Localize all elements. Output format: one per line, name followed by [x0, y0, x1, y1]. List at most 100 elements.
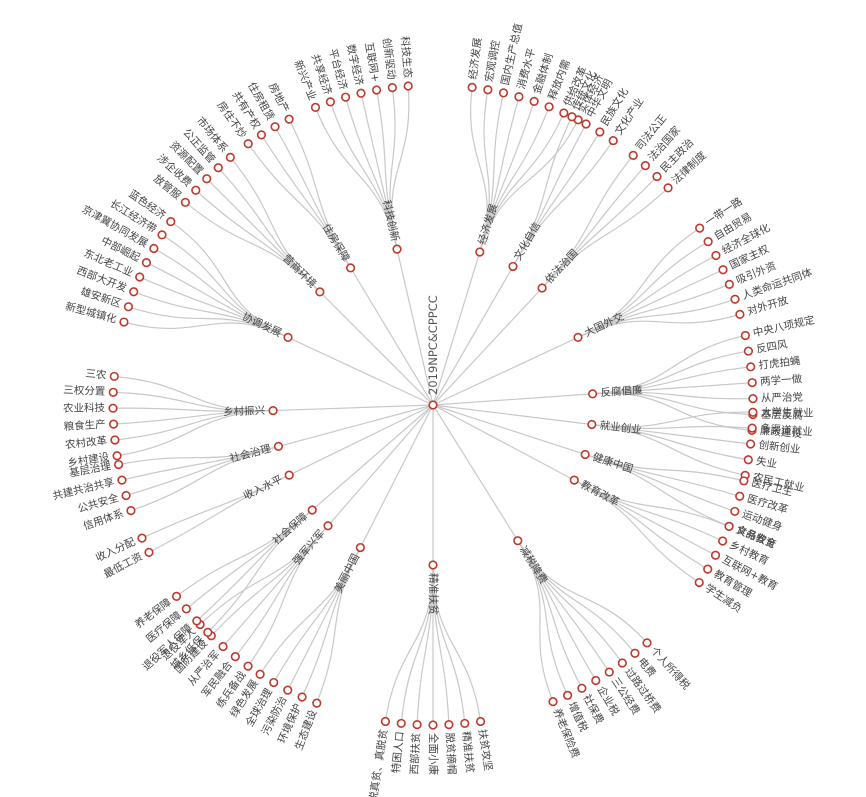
leaf-node-dot — [746, 439, 756, 449]
leaf-node-label: 精准扶贫 — [460, 731, 477, 775]
branch-link — [432, 266, 514, 406]
leaf-node-dot — [270, 122, 280, 132]
category-node-label: 收入水平 — [241, 472, 284, 502]
leaf-node-dot — [695, 223, 705, 233]
leaf-node: 创新驱动 — [380, 37, 398, 93]
leaf-node-dot — [498, 88, 509, 98]
leaf-node-dot — [269, 677, 279, 688]
tree-links — [113, 85, 753, 725]
leaf-link — [199, 525, 329, 625]
leaf-node-dot — [192, 616, 202, 626]
leaf-link — [577, 313, 741, 338]
leaf-node-label: 特困人口 — [390, 731, 406, 774]
leaf-node-dot — [255, 669, 265, 679]
leaf-node-dot — [110, 435, 120, 445]
leaf-node-label: 宏观调控 — [482, 39, 502, 83]
leaf-node-dot — [740, 330, 750, 341]
leaf-node-label: 从严治党 — [761, 391, 804, 405]
branch-link — [396, 248, 434, 406]
category-node-dot — [307, 505, 317, 515]
category-node: 经济发展 — [475, 202, 500, 257]
leaf-node-label: 创新创业 — [758, 438, 801, 456]
leaf-node: 中央八项规定 — [740, 313, 817, 341]
category-node-label: 强军兴军 — [291, 528, 328, 568]
leaf-node-dot — [112, 451, 122, 461]
leaf-node-label: 两学一做 — [760, 372, 803, 388]
leaf-node: 科技生态 — [398, 36, 415, 91]
leaf-node-dot — [663, 183, 673, 193]
leaf-node-label: 农业科技 — [63, 401, 106, 414]
category-node-label: 住房保障 — [320, 221, 353, 264]
branch-link — [432, 287, 543, 406]
category-node-label: 社会保障 — [270, 510, 311, 548]
leaf-node-dot — [113, 459, 124, 470]
category-node: 精准扶贫 — [427, 560, 440, 615]
leaf-node-label: 农村改革 — [64, 434, 107, 452]
leaf-node-dot — [563, 690, 573, 700]
category-node-dot — [323, 521, 333, 531]
leaf-node-dot — [444, 720, 454, 730]
leaf-node-dot — [595, 127, 605, 137]
leaf-link — [141, 474, 290, 539]
leaf-node-dot — [312, 698, 322, 708]
leaf-node-dot — [297, 692, 307, 702]
category-node-dot — [355, 542, 365, 553]
leaf-node-dot — [735, 309, 745, 319]
leaf-node-dot — [108, 419, 119, 429]
category-node: 科技创新 — [380, 199, 402, 254]
leaf-node-dot — [628, 150, 638, 160]
branch-link — [278, 404, 434, 447]
category-node-label: 精准扶贫 — [427, 573, 440, 615]
branch-link — [432, 404, 519, 542]
leaf-node-label: 大学生就业 — [761, 405, 814, 419]
leaf-node-label: 经济发展 — [466, 36, 484, 80]
category-node: 依法治国 — [537, 247, 581, 293]
leaf-node-dot — [724, 521, 734, 532]
category-node-dot — [315, 287, 325, 297]
leaf-node: 多渠道就业 — [747, 422, 813, 439]
leaf-node: 互联网+ — [362, 41, 382, 95]
category-node-dot — [580, 449, 590, 460]
category-node: 教育改革 — [569, 475, 622, 509]
leaf-node: 从严治党 — [748, 391, 804, 405]
branch-link — [432, 404, 592, 426]
branch-link — [432, 404, 586, 456]
leaf-link — [384, 564, 434, 722]
leaf-link — [229, 156, 321, 293]
leaf-node: 扶贫攻坚 — [476, 716, 495, 772]
leaf-node-label: 全面小康 — [427, 733, 440, 775]
leaf-node-dot — [577, 683, 587, 693]
category-node: 文化自信 — [508, 220, 543, 272]
category-node-label: 乡村振兴 — [223, 404, 265, 418]
leaf-link — [288, 118, 352, 269]
leaf-node-dot — [225, 152, 235, 162]
leaf-node-dot — [119, 317, 129, 327]
leaf-node-dot — [718, 536, 728, 546]
leaf-node-dot — [191, 185, 201, 195]
leaf-node-dot — [117, 475, 127, 485]
leaf-node-dot — [460, 718, 470, 729]
leaf-node-dot — [108, 403, 118, 413]
leaf-node-dot — [243, 661, 253, 671]
leaf-node-dot — [213, 163, 223, 173]
branch-link — [311, 404, 434, 511]
leaf-node-dot — [387, 82, 397, 93]
leaf-node-dot — [325, 97, 336, 107]
leaf-node-dot — [372, 85, 382, 95]
leaf-node: 数字经济 — [344, 43, 366, 98]
category-node-label: 教育改革 — [579, 478, 622, 509]
leaf-node-dot — [181, 604, 191, 614]
category-node-label: 健康中国 — [591, 450, 635, 475]
leaf-node-dot — [730, 294, 740, 304]
category-node: 反腐倡廉 — [588, 383, 643, 399]
leaf-node-label: 中央八项规定 — [752, 313, 817, 339]
leaf-link — [176, 509, 313, 597]
leaf-node-dot — [604, 667, 614, 677]
leaf-node-dot — [483, 85, 493, 95]
leaf-node-dot — [166, 216, 176, 227]
leaf-node-dot — [544, 102, 554, 112]
leaf-node: 精准扶贫 — [460, 718, 477, 775]
category-node-label: 大国外交 — [582, 310, 626, 340]
category-node-label: 营商环境 — [280, 252, 319, 291]
